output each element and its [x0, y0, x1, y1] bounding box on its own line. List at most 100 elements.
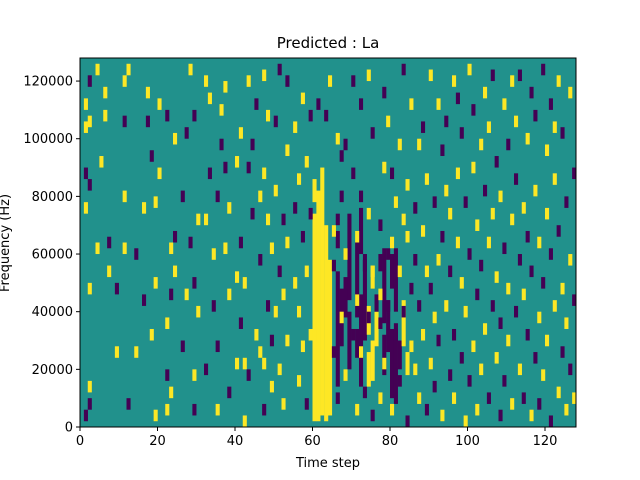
heatmap-band-cell [393, 323, 398, 404]
heatmap-cell [83, 98, 88, 110]
heatmap-cell [227, 288, 232, 301]
y-tick-label: 40000 [32, 305, 73, 320]
heatmap-cell [180, 190, 185, 203]
heatmap-cell [572, 392, 577, 404]
heatmap-cell [417, 300, 422, 312]
heatmap-cell [510, 75, 515, 87]
heatmap-cell [568, 86, 573, 99]
heatmap-cell [165, 317, 170, 329]
heatmap-cell [529, 86, 534, 99]
heatmap-cell [204, 363, 209, 376]
heatmap-cell [169, 242, 174, 255]
heatmap-cell [455, 92, 460, 105]
heatmap-cell [378, 392, 383, 404]
heatmap-cell [424, 403, 429, 416]
heatmap-cell [556, 225, 561, 237]
heatmap-cell [297, 375, 302, 387]
heatmap-cell [506, 282, 511, 295]
heatmap-cell [537, 236, 542, 249]
heatmap-cell [254, 98, 259, 110]
y-tick-label: 20000 [32, 363, 73, 378]
heatmap-cell [514, 115, 519, 128]
heatmap-cell [386, 115, 391, 128]
heatmap-cell [238, 236, 243, 249]
heatmap-cell [506, 138, 511, 151]
heatmap-cell [556, 75, 561, 87]
heatmap-cell [254, 328, 259, 341]
heatmap-cell [339, 190, 344, 203]
heatmap-cell [541, 277, 546, 289]
plot-frame [79, 57, 577, 428]
heatmap-cell [165, 109, 170, 122]
heatmap-band-cell [359, 294, 364, 387]
y-axis-label: Frequency (Hz) [0, 194, 13, 292]
heatmap-cell [397, 375, 402, 387]
heatmap-cell [169, 288, 174, 301]
heatmap-cell [308, 207, 313, 220]
heatmap-cell [351, 75, 356, 87]
heatmap-cell [223, 242, 228, 255]
heatmap-cell [471, 104, 476, 116]
plot-area [79, 57, 577, 428]
y-tick-label: 60000 [32, 248, 73, 263]
heatmap-cell [331, 225, 336, 237]
heatmap-cell [114, 282, 119, 295]
heatmap-cell [293, 202, 298, 214]
heatmap-cell [452, 328, 457, 341]
heatmap-cell [95, 242, 100, 255]
heatmap-cell [444, 184, 449, 197]
heatmap-cell [157, 167, 162, 180]
heatmap-cell [235, 357, 240, 370]
heatmap-cell [390, 167, 395, 180]
heatmap-cell [424, 265, 429, 278]
heatmap-cell [475, 288, 480, 301]
heatmap-cell [432, 311, 437, 324]
heatmap-cell [494, 156, 499, 168]
heatmap-cell [351, 167, 356, 180]
heatmap-cell [87, 115, 92, 128]
heatmap-cell [521, 392, 526, 404]
heatmap-cell [149, 328, 154, 341]
heatmap-cell [560, 127, 565, 139]
y-tick-label: 120000 [23, 75, 73, 90]
heatmap-cell [188, 236, 193, 249]
heatmap-band-cell [374, 311, 379, 347]
heatmap-cell [335, 213, 340, 226]
y-tick-label: 80000 [32, 190, 73, 205]
heatmap-cell [343, 138, 348, 151]
heatmap-cell [297, 173, 302, 185]
heatmap-cell [359, 346, 364, 358]
heatmap-cell [459, 277, 464, 289]
heatmap-cell [192, 369, 197, 381]
heatmap-cell [250, 138, 255, 151]
heatmap-cell [490, 69, 495, 82]
heatmap-cell [335, 132, 340, 145]
heatmap-cell [521, 288, 526, 301]
heatmap-cell [506, 334, 511, 347]
x-tick-label: 40 [227, 434, 244, 449]
heatmap-cell [211, 248, 216, 260]
heatmap-cell [355, 403, 360, 416]
heatmap-cell [397, 265, 402, 278]
heatmap-cell [533, 352, 538, 364]
heatmap-cell [281, 398, 286, 410]
heatmap-cell [409, 98, 414, 110]
heatmap-cell [564, 196, 569, 208]
heatmap-cell [479, 363, 484, 376]
heatmap-cell [83, 202, 88, 214]
heatmap-cell [525, 328, 530, 341]
heatmap-cell [262, 69, 267, 82]
heatmap-cell [486, 236, 491, 249]
heatmap-band-cell [401, 300, 406, 347]
heatmap-cell [266, 213, 271, 226]
heatmap-cell [262, 403, 267, 416]
heatmap-band-cell [386, 300, 391, 353]
heatmap-cell [444, 115, 449, 128]
heatmap-cell [517, 69, 522, 82]
heatmap-cell [235, 271, 240, 283]
heatmap-cell [560, 346, 565, 358]
heatmap-cell [180, 340, 185, 353]
heatmap-cell [417, 138, 422, 151]
y-tick-label: 0 [65, 421, 73, 436]
heatmap-cell [134, 248, 139, 260]
